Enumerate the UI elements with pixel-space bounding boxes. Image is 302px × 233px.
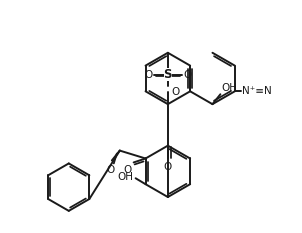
Text: O: O xyxy=(172,87,180,97)
Text: OH: OH xyxy=(118,172,134,182)
Text: O: O xyxy=(124,165,132,175)
Text: S: S xyxy=(164,68,172,81)
Text: O: O xyxy=(184,69,192,79)
Text: N⁺≡N: N⁺≡N xyxy=(242,86,271,96)
Text: O: O xyxy=(144,69,152,79)
Text: O: O xyxy=(107,165,115,175)
Text: O: O xyxy=(164,162,172,172)
Text: OH: OH xyxy=(221,83,237,93)
